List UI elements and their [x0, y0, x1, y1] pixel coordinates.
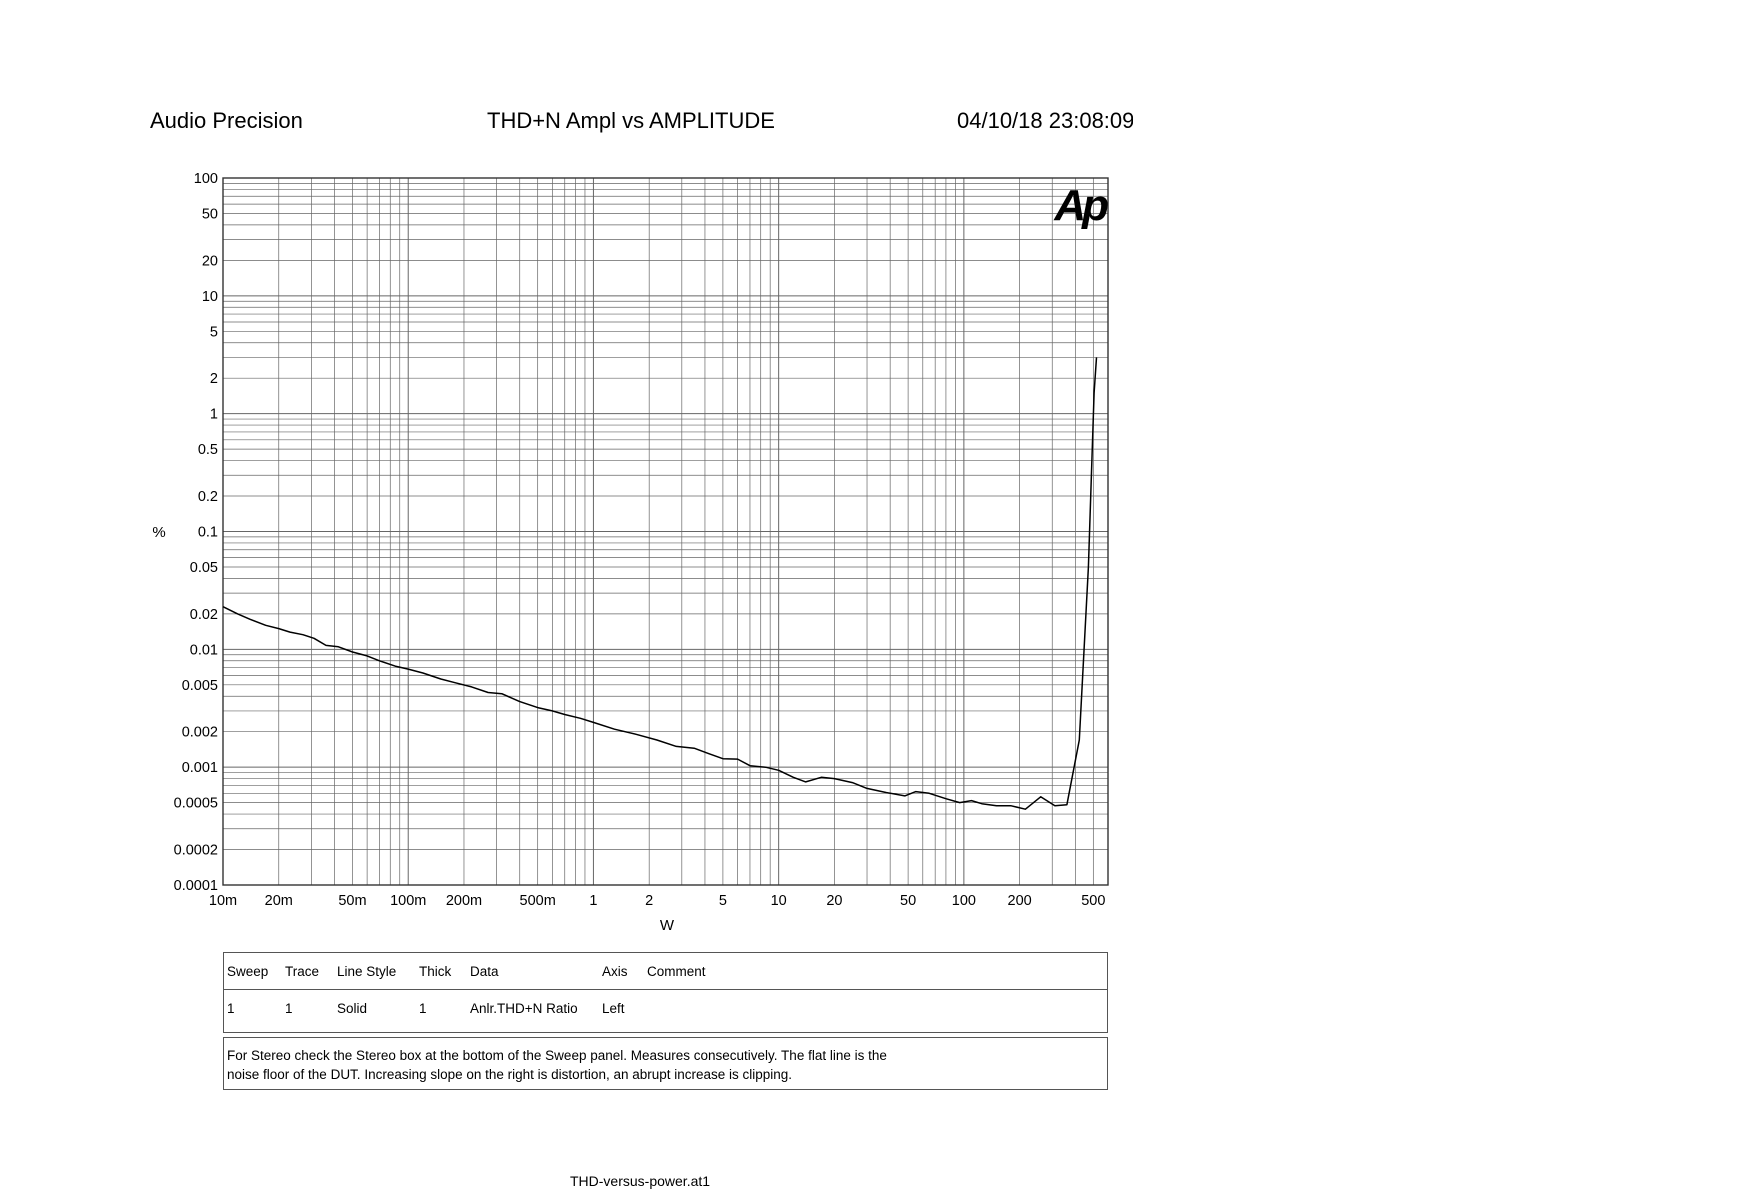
header-datetime: 04/10/18 23:08:09	[957, 108, 1133, 133]
x-axis-label: W	[660, 917, 675, 934]
y-tick-label: 0.05	[190, 560, 218, 576]
plot-grid	[223, 178, 1108, 885]
legend-header-line-style: Line Style	[337, 964, 397, 979]
legend-cell-axis: Left	[602, 1001, 625, 1016]
y-tick-label: 1	[210, 407, 218, 423]
comment-line-2: noise floor of the DUT. Increasing slope…	[227, 1067, 793, 1082]
x-tick-label: 100m	[390, 893, 426, 909]
x-tick-label: 200	[1008, 893, 1032, 909]
y-tick-label: 10	[202, 289, 218, 305]
chart-title: THD+N Ampl vs AMPLITUDE	[487, 108, 775, 133]
y-tick-label: 0.02	[190, 607, 218, 623]
series-line-thd-n	[222, 357, 1098, 810]
y-tick-label: 0.0002	[174, 843, 218, 859]
plot-frame	[222, 177, 1109, 886]
legend-header-thick: Thick	[419, 964, 452, 979]
x-tick-label: 20m	[265, 893, 293, 909]
legend-row: 1 1 Solid 1 Anlr.THD+N Ratio Left	[224, 990, 1107, 1026]
x-tick-label: 20	[826, 893, 842, 909]
thd-chart: 100 50 20 10 5 2 1 0.5 0.2 0.1 0.05 0.02 0.01 0.005 0.…	[152, 171, 1112, 934]
comment-line-1: For Stereo check the Stereo box at the b…	[227, 1048, 887, 1063]
legend-cell-data: Anlr.THD+N Ratio	[470, 1001, 578, 1016]
series-layer	[222, 357, 1098, 810]
y-tick-label: 0.1	[198, 525, 218, 541]
x-tick-label: 200m	[446, 893, 482, 909]
legend-header-trace: Trace	[285, 964, 320, 979]
legend-header-axis: Axis	[602, 964, 628, 979]
legend-table: Sweep Trace Line Style Thick Data Axis C…	[223, 952, 1108, 1033]
legend-cell-thick: 1	[419, 1001, 427, 1016]
x-tick-label: 50m	[338, 893, 366, 909]
y-tick-label: 100	[194, 171, 218, 187]
y-tick-label: 0.005	[182, 678, 218, 694]
x-tick-label: 10	[771, 893, 787, 909]
footer-filename: THD-versus-power.at1	[570, 1173, 711, 1189]
ap-logo: Ap	[1053, 181, 1108, 230]
y-tick-label: 0.5	[198, 442, 218, 458]
legend-header-data: Data	[470, 964, 499, 979]
legend-cell-trace: 1	[285, 1001, 293, 1016]
y-tick-label: 2	[210, 371, 218, 387]
comment-box: For Stereo check the Stereo box at the b…	[223, 1037, 1108, 1090]
y-tick-label: 50	[202, 206, 218, 222]
legend-header-sweep: Sweep	[227, 964, 269, 979]
legend-cell-line-style: Solid	[337, 1001, 368, 1016]
x-tick-label: 500m	[520, 893, 556, 909]
x-tick-label: 2	[645, 893, 653, 909]
legend-cell-sweep: 1	[227, 1001, 235, 1016]
y-tick-label: 20	[202, 253, 218, 269]
y-tick-label: 5	[210, 324, 218, 340]
y-tick-label: 0.0001	[174, 878, 218, 894]
y-tick-label: 0.001	[182, 760, 218, 776]
y-tick-labels: 100 50 20 10 5 2 1 0.5 0.2 0.1 0.05 0.02 0.01 0.005 0.…	[174, 171, 218, 894]
x-tick-label: 50	[900, 893, 916, 909]
header-left-text: Audio Precision	[150, 108, 303, 133]
y-tick-label: 0.002	[182, 725, 218, 741]
x-tick-labels: 10m 20m 50m 100m 200m 500m 1 2 5 10 20 50 100 200 500	[209, 893, 1106, 909]
legend-header-row: Sweep Trace Line Style Thick Data Axis C…	[224, 953, 1107, 990]
y-tick-label: 0.2	[198, 489, 218, 505]
x-tick-label: 10m	[209, 893, 237, 909]
y-tick-label: 0.01	[190, 642, 218, 658]
y-tick-label: 0.0005	[174, 796, 218, 812]
y-axis-label: %	[152, 524, 165, 541]
x-tick-label: 5	[719, 893, 727, 909]
x-tick-label: 500	[1081, 893, 1105, 909]
x-tick-label: 100	[952, 893, 976, 909]
legend-header-comment: Comment	[647, 964, 706, 979]
x-tick-label: 1	[589, 893, 597, 909]
